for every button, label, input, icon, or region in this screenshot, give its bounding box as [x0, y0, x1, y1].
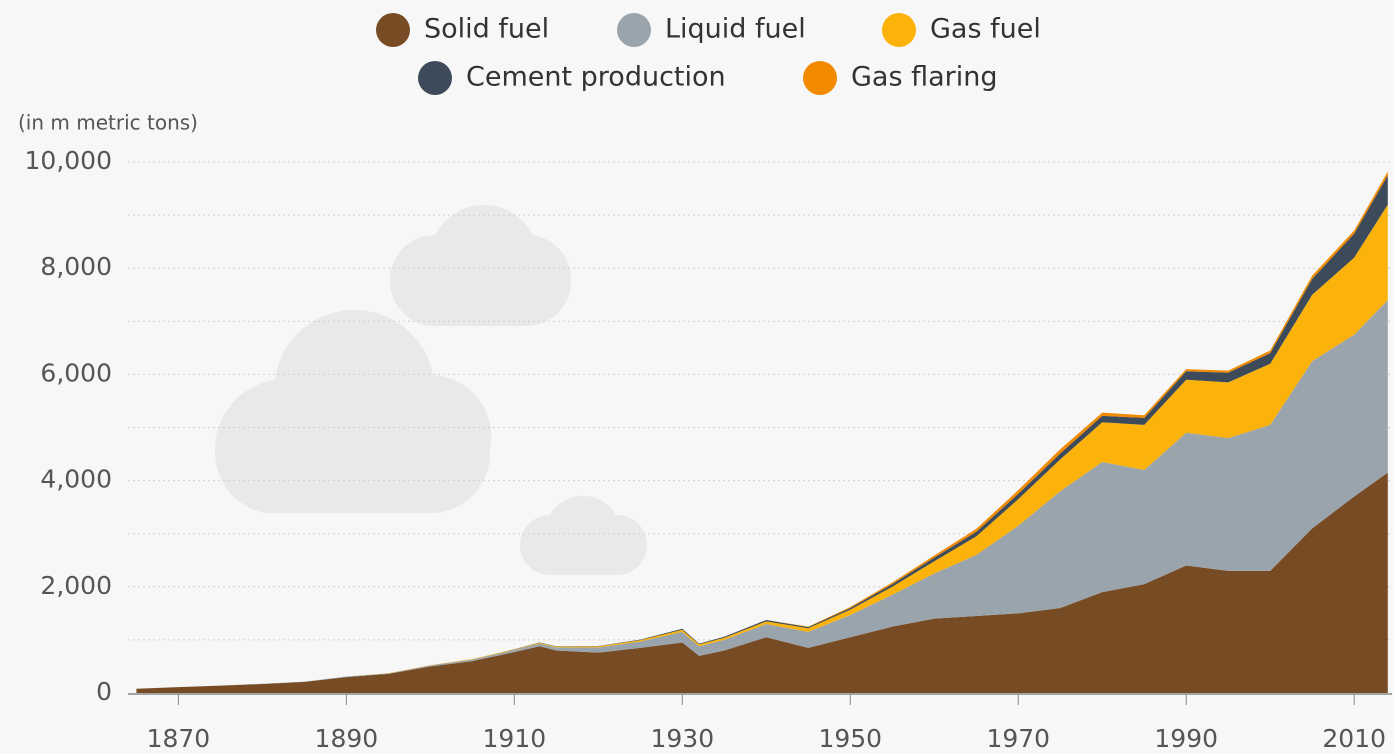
y-tick-label: 2,000 — [40, 571, 112, 600]
legend-marker — [376, 13, 410, 47]
area — [136, 472, 1388, 693]
legend-marker — [882, 13, 916, 47]
legend-marker — [617, 13, 651, 47]
legend-marker — [803, 61, 837, 95]
x-tick-label: 1970 — [986, 724, 1050, 753]
area — [136, 300, 1388, 689]
legend-marker — [418, 61, 452, 95]
legend-label: Solid fuel — [424, 14, 549, 45]
x-tick-label: 2010 — [1322, 724, 1386, 753]
legend-label: Liquid fuel — [665, 14, 806, 45]
legend-label: Cement production — [466, 62, 726, 93]
x-tick-label: 1990 — [1154, 724, 1218, 753]
y-tick-label: 0 — [96, 677, 112, 706]
y-tick-label: 8,000 — [40, 252, 112, 281]
legend-label: Gas fuel — [930, 14, 1041, 45]
y-tick-label: 6,000 — [40, 358, 112, 387]
x-tick-label: 1930 — [650, 724, 714, 753]
legend-label: Gas flaring — [851, 62, 998, 93]
area — [136, 204, 1388, 689]
x-tick-label: 1890 — [315, 724, 379, 753]
x-tick-label: 1870 — [147, 724, 211, 753]
y-axis-label: (in m metric tons) — [18, 111, 198, 135]
x-tick-label: 1910 — [483, 724, 547, 753]
x-tick-label: 1950 — [818, 724, 882, 753]
clouds — [214, 204, 647, 575]
y-tick-label: 10,000 — [25, 146, 112, 175]
y-tick-label: 4,000 — [40, 465, 112, 494]
